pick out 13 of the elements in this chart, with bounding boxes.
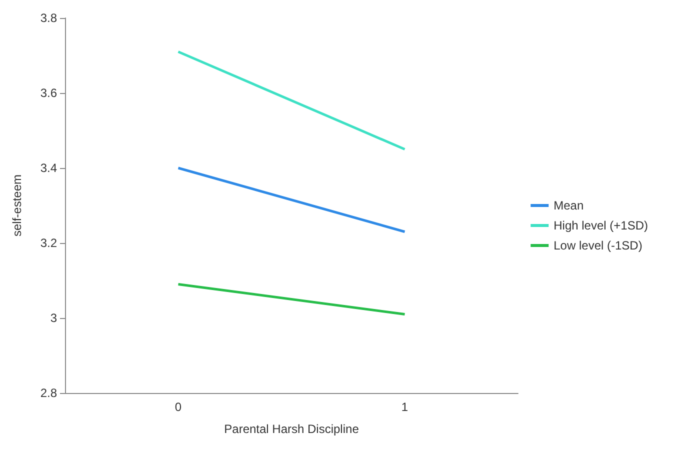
y-tick-label: 3 <box>50 311 58 325</box>
x-axis-title: Parental Harsh Discipline <box>224 422 360 436</box>
legend-label: Mean <box>554 198 584 212</box>
legend-label: Low level (-1SD) <box>554 238 642 252</box>
y-tick-label: 3.8 <box>40 11 58 25</box>
x-tick-label: 0 <box>174 400 182 414</box>
legend-label: High level (+1SD) <box>554 218 648 232</box>
y-tick-label: 3.4 <box>40 161 58 175</box>
y-axis-title: self-esteem <box>10 174 24 237</box>
y-tick-label: 2.8 <box>40 386 58 400</box>
y-tick-label: 3.6 <box>40 86 58 100</box>
y-tick-label: 3.2 <box>40 236 58 250</box>
x-tick-label: 1 <box>401 400 408 414</box>
